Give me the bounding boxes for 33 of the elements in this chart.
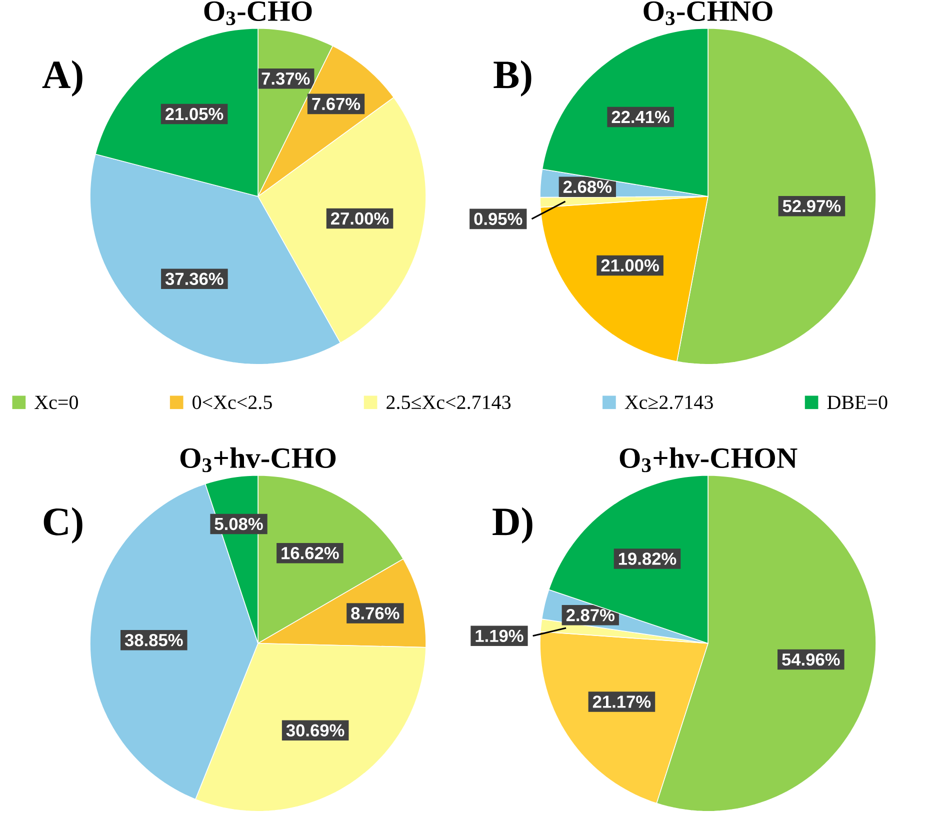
data-label: 52.97% (782, 200, 841, 212)
data-label: 54.96% (782, 653, 840, 666)
chart-title: O$_{3}$-CHO (204, 1, 312, 25)
data-label: 2.87% (566, 608, 614, 622)
data-label: 30.69% (286, 724, 344, 736)
data-label: 7.37% (262, 72, 310, 85)
text: A) (42, 60, 82, 96)
legend-label: Xc≥2.7143 (624, 395, 713, 409)
chart-title: O$_{3}$+hv-CHON (620, 447, 798, 472)
data-label: 21.00% (601, 259, 659, 272)
legend-label: DBE=0 (827, 395, 888, 409)
data-label: 7.67% (312, 98, 360, 110)
text: B) (494, 60, 532, 96)
data-label: 27.00% (330, 212, 389, 224)
data-label: 8.76% (351, 606, 400, 620)
legend-label: 0<Xc<2.5 (192, 395, 272, 410)
chart-title: O$_{3}$-CHNO (644, 1, 772, 25)
data-label: 1.19% (476, 630, 524, 642)
chart-title: O$_{3}$+hv-CHO (180, 447, 336, 472)
data-label: 2.68% (563, 180, 612, 193)
data-label: 5.08% (214, 518, 263, 530)
data-label: 21.05% (165, 108, 224, 120)
data-label: 22.41% (612, 110, 670, 123)
legend-label: Xc=0 (34, 395, 78, 409)
data-label: 16.62% (282, 546, 339, 560)
data-label: 37.36% (165, 272, 224, 285)
data-label: 19.82% (618, 552, 676, 565)
data-label: 21.17% (592, 695, 651, 708)
text: C) (44, 507, 82, 544)
legend-label: 2.5≤Xc<2.7143 (386, 395, 511, 409)
text: D) (492, 507, 532, 544)
data-label: 0.95% (474, 212, 522, 225)
data-label: 38.85% (124, 634, 183, 646)
